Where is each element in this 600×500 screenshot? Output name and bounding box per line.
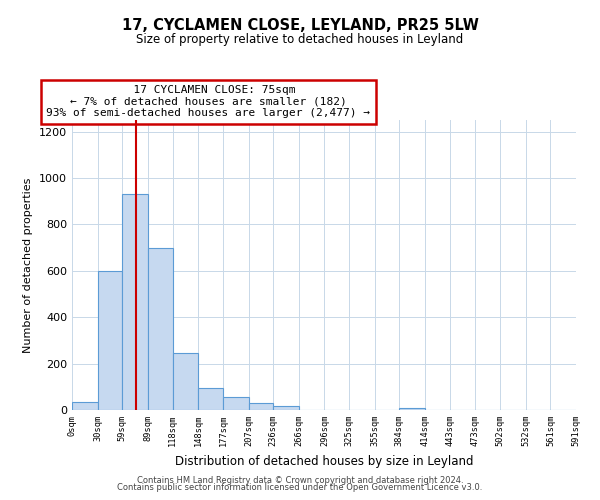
Text: Contains public sector information licensed under the Open Government Licence v3: Contains public sector information licen… <box>118 484 482 492</box>
Bar <box>173 353 198 410</box>
Bar <box>148 248 173 410</box>
Text: Size of property relative to detached houses in Leyland: Size of property relative to detached ho… <box>136 32 464 46</box>
Bar <box>223 397 248 410</box>
Text: 17, CYCLAMEN CLOSE, LEYLAND, PR25 5LW: 17, CYCLAMEN CLOSE, LEYLAND, PR25 5LW <box>122 18 478 32</box>
Bar <box>248 403 273 410</box>
Bar <box>72 402 98 410</box>
Bar <box>98 271 122 410</box>
Bar <box>400 408 425 410</box>
Text: Contains HM Land Registry data © Crown copyright and database right 2024.: Contains HM Land Registry data © Crown c… <box>137 476 463 485</box>
Bar <box>122 194 148 410</box>
Bar <box>198 388 223 410</box>
Bar <box>273 406 299 410</box>
Text: 17 CYCLAMEN CLOSE: 75sqm
← 7% of detached houses are smaller (182)
93% of semi-d: 17 CYCLAMEN CLOSE: 75sqm ← 7% of detache… <box>46 85 370 118</box>
X-axis label: Distribution of detached houses by size in Leyland: Distribution of detached houses by size … <box>175 454 473 468</box>
Y-axis label: Number of detached properties: Number of detached properties <box>23 178 34 352</box>
